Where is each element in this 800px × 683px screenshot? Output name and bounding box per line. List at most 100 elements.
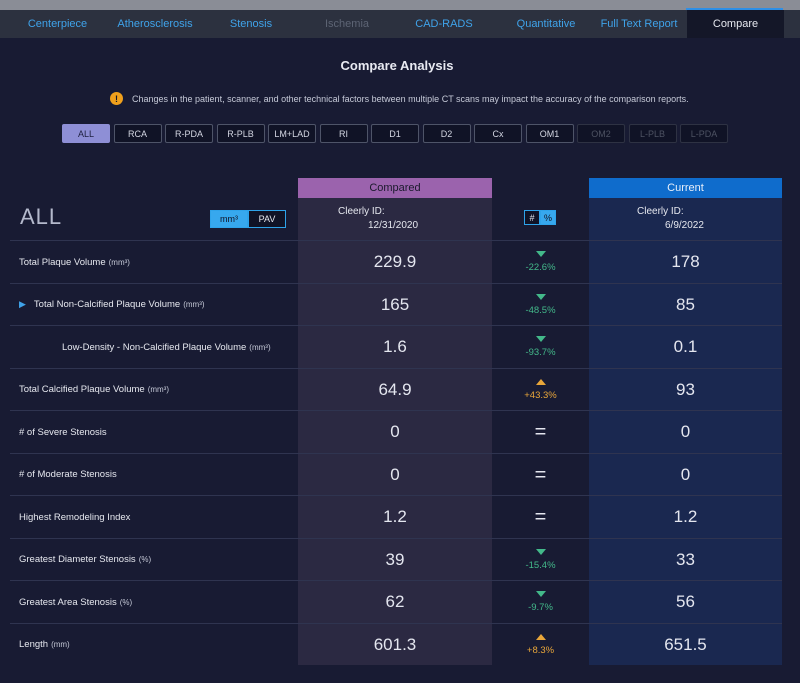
row-label-text: # of Moderate Stenosis — [19, 469, 117, 480]
table-row: Greatest Diameter Stenosis (%) 39 -15.4% … — [10, 537, 782, 581]
increase-arrow-icon — [535, 633, 546, 640]
current-id-label: Cleerly ID: — [637, 206, 684, 217]
no-change-icon: = — [534, 463, 547, 486]
current-scan-id: Cleerly ID: 6/9/2022 — [637, 206, 747, 236]
row-label: Total Calcified Plaque Volume (mm³) — [19, 369, 169, 411]
filter-cx-button[interactable]: Cx — [474, 124, 522, 143]
current-date: 6/9/2022 — [665, 220, 704, 231]
table-row: Low-Density - Non-Calcified Plaque Volum… — [10, 325, 782, 368]
decrease-arrow-icon — [535, 336, 546, 342]
warning-text: Changes in the patient, scanner, and oth… — [132, 93, 689, 104]
tab-compare[interactable]: Compare — [687, 10, 784, 38]
tab-centerpiece[interactable]: Centerpiece — [27, 18, 88, 30]
current-value: 651.5 — [664, 634, 707, 654]
compared-value: 229.9 — [373, 252, 417, 271]
change-percent: -48.5% — [525, 304, 556, 316]
row-label: Total Plaque Volume (mm³) — [19, 241, 130, 283]
compared-date: 12/31/2020 — [368, 220, 419, 231]
compared-value: 62 — [385, 592, 405, 611]
change-cell: -48.5% — [492, 284, 589, 326]
compare-table: Compared Current ALL mm³ PAV Cleerly ID:… — [10, 178, 782, 665]
current-value: 178 — [671, 252, 700, 271]
table-row: Greatest Area Stenosis (%) 62 -9.7% 56 — [10, 580, 782, 623]
mode-percent-button[interactable]: % — [540, 210, 556, 225]
compared-scan-id: Cleerly ID: 12/31/2020 — [338, 206, 448, 236]
increase-arrow-icon — [535, 378, 546, 385]
section-title: ALL — [20, 204, 63, 229]
table-row: # of Severe Stenosis 0 = 0 — [10, 410, 782, 453]
current-value: 0 — [680, 422, 691, 441]
row-label-text: Highest Remodeling Index — [19, 511, 131, 523]
compared-value: 1.6 — [383, 337, 407, 356]
decrease-arrow-icon — [535, 251, 546, 257]
row-label-text: Total Calcified Plaque Volume — [19, 384, 145, 395]
row-label[interactable]: ▶ Total Non-Calcified Plaque Volume (mm³) — [19, 284, 205, 326]
filter-l-plb-button: L-PLB — [628, 124, 677, 143]
filter-om1-button[interactable]: OM1 — [525, 124, 574, 143]
active-tab-indicator — [686, 8, 783, 11]
tab-ischemia: Ischemia — [324, 18, 370, 30]
filter-rca-button[interactable]: RCA — [113, 124, 162, 143]
change-cell: -15.4% — [492, 539, 589, 581]
filter-d1-button[interactable]: D1 — [371, 124, 419, 143]
current-value: 93 — [676, 379, 695, 399]
filter-d2-button[interactable]: D2 — [422, 124, 471, 143]
row-label: Greatest Area Stenosis (%) — [19, 581, 132, 623]
change-cell: +43.3% — [492, 369, 589, 411]
decrease-arrow-icon — [535, 548, 546, 555]
unit-pav-button[interactable]: PAV — [248, 210, 286, 228]
change-cell: = — [492, 454, 589, 496]
filter-lm-lad-button[interactable]: LM+LAD — [268, 124, 316, 143]
comparison-warning: ! Changes in the patient, scanner, and o… — [110, 92, 689, 105]
row-label-text: Length — [19, 639, 49, 650]
compared-column — [298, 198, 492, 665]
table-row[interactable]: ▶ Total Non-Calcified Plaque Volume (mm³) … — [10, 282, 782, 326]
current-value: 85 — [676, 294, 695, 314]
row-label-text: Greatest Area Stenosis — [19, 596, 117, 608]
change-percent: -22.6% — [525, 262, 556, 273]
mode-count-button[interactable]: # — [524, 210, 540, 225]
tab-cad-rads[interactable]: CAD-RADS — [415, 18, 473, 30]
row-label: Highest Remodeling Index — [19, 496, 133, 538]
row-label-text: Total Non-Calcified Plaque Volume — [33, 299, 181, 310]
current-value: 33 — [676, 549, 695, 569]
expand-caret-icon[interactable]: ▶ — [19, 299, 26, 309]
compared-value: 601.3 — [373, 634, 417, 654]
top-strip — [0, 0, 800, 11]
filter-ri-button[interactable]: RI — [319, 124, 368, 143]
tab-quantitative[interactable]: Quantitative — [516, 18, 576, 30]
compared-value: 0 — [390, 422, 400, 441]
table-row: # of Moderate Stenosis 0 = 0 — [10, 452, 782, 496]
change-percent: -93.7% — [525, 347, 556, 358]
change-cell: +8.3% — [492, 624, 589, 666]
row-label: # of Moderate Stenosis — [19, 454, 120, 496]
table-row: Length (mm) 601.3 +8.3% 651.5 — [10, 622, 782, 666]
filter-all-button[interactable]: ALL — [62, 124, 110, 143]
compared-value: 1.2 — [383, 507, 407, 526]
row-label-text: Total Plaque Volume — [19, 256, 106, 268]
compared-value: 165 — [380, 294, 410, 314]
tab-atherosclerosis[interactable]: Atherosclerosis — [117, 18, 193, 30]
filter-om2-button: OM2 — [577, 124, 625, 143]
change-cell: -22.6% — [492, 241, 589, 283]
current-column — [589, 198, 782, 665]
filter-r-pda-button[interactable]: R-PDA — [165, 124, 213, 143]
row-unit: (%) — [138, 555, 152, 564]
tab-stenosis[interactable]: Stenosis — [229, 18, 273, 30]
current-value: 1.2 — [673, 507, 698, 526]
tab-full-text-report[interactable]: Full Text Report — [600, 18, 678, 30]
table-row: Total Plaque Volume (mm³) 229.9 -22.6% 17… — [10, 240, 782, 283]
row-label: Greatest Diameter Stenosis (%) — [19, 539, 151, 581]
compared-value: 64.9 — [378, 379, 412, 399]
change-percent: +43.3% — [524, 389, 557, 401]
table-row: Total Calcified Plaque Volume (mm³) 64.9 … — [10, 367, 782, 411]
unit-mm3-button[interactable]: mm³ — [210, 210, 248, 228]
decrease-arrow-icon — [535, 293, 546, 300]
change-cell: = — [492, 411, 589, 453]
current-header: Current — [589, 178, 782, 198]
change-percent: -15.4% — [525, 559, 556, 571]
row-label: Length (mm) — [19, 624, 70, 666]
change-cell: -93.7% — [492, 326, 589, 368]
change-percent: -9.7% — [528, 602, 553, 613]
filter-r-plb-button[interactable]: R-PLB — [216, 124, 265, 143]
